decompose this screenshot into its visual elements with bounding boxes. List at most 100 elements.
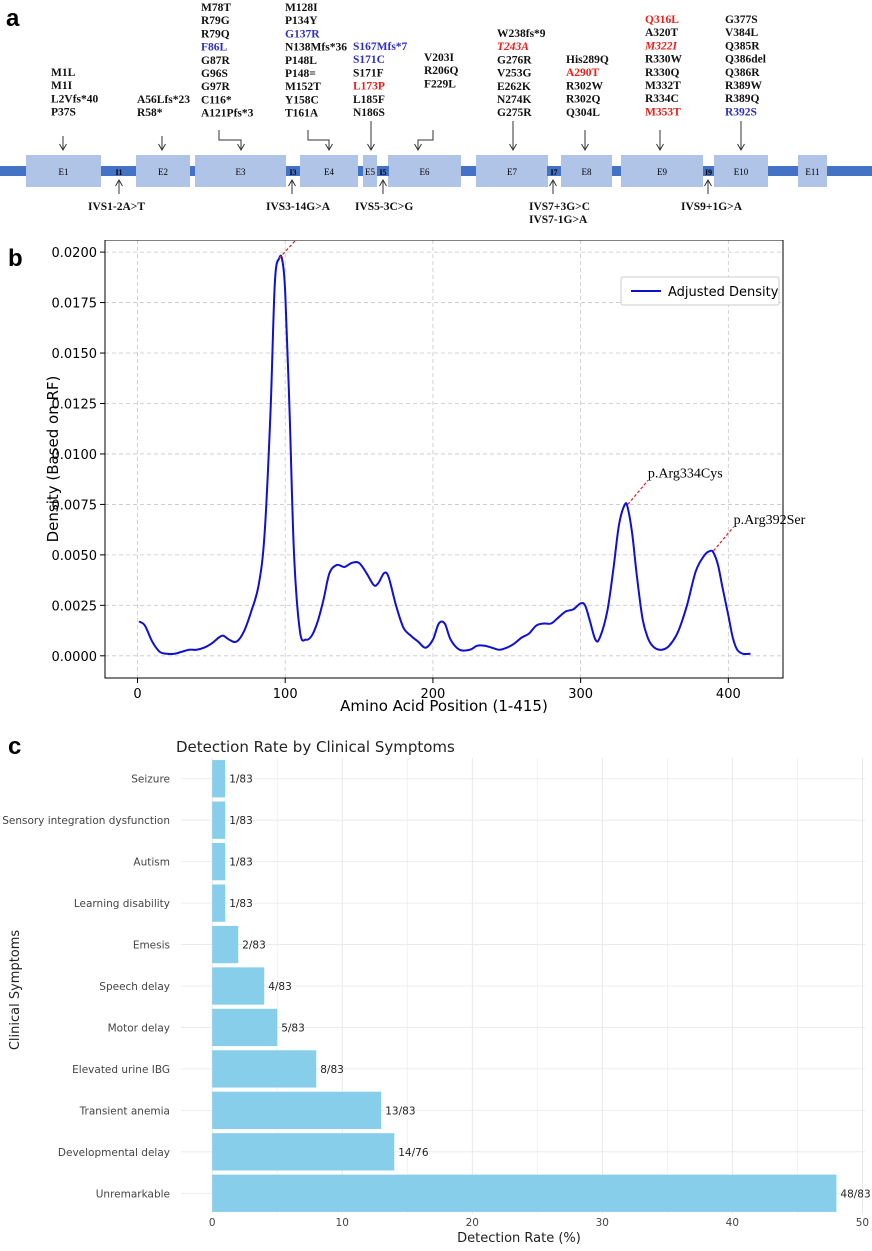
category-label: Motor delay (108, 1022, 170, 1034)
mutation-label: Q386R (725, 67, 760, 79)
mutation-label: A290T (566, 67, 600, 79)
exon-label: E4 (324, 167, 334, 177)
arrow-head (656, 143, 664, 151)
arrow-head (509, 143, 517, 151)
mutation-label: M152T (285, 81, 321, 93)
y-tick-label: 0.0100 (52, 448, 98, 463)
bar-data-label: 8/83 (320, 1064, 344, 1076)
intron-box (547, 166, 561, 176)
mutation-label: G97R (201, 81, 230, 93)
arrow-head (237, 143, 245, 151)
exon-box (561, 155, 612, 187)
exon-label: E7 (507, 167, 517, 177)
arrow-head (367, 143, 375, 151)
arrow-head (737, 143, 745, 151)
mutation-label: N274K (497, 94, 532, 106)
mutation-label: R58* (137, 107, 163, 119)
category-label: Speech delay (99, 981, 170, 993)
y-tick-label: 0.0150 (52, 347, 98, 362)
mutation-label: R389Q (725, 93, 760, 105)
category-label: Autism (133, 857, 170, 869)
bar (212, 801, 226, 839)
intron-label: I5 (379, 168, 386, 177)
mutation-label: A320T (645, 27, 679, 39)
exon-label: E11 (805, 167, 819, 177)
annotation-leader (713, 526, 735, 552)
detection-rate-chart: c Detection Rate by Clinical Symptoms 1/… (2, 733, 871, 1246)
x-tick-label: 100 (273, 687, 298, 702)
mutation-label: Q304L (566, 107, 600, 119)
bar-data-label: 1/83 (229, 815, 253, 827)
mutation-label: R330Q (645, 67, 680, 79)
bar (212, 884, 226, 922)
mutation-label: R79G (201, 15, 230, 27)
exon-box (714, 155, 768, 187)
mutation-label: M332T (645, 80, 681, 92)
arrow-head (414, 143, 422, 151)
bar (212, 1133, 395, 1171)
mutation-label: N138Mfs*36 (285, 42, 347, 54)
splice-label: IVS7+3G>C (529, 201, 590, 213)
mutation-label: F229L (424, 78, 456, 90)
mutation-label: M1L (51, 67, 76, 79)
splice-label: IVS1-2A>T (88, 201, 145, 213)
arrow-head (325, 143, 333, 151)
mutation-label: Q386del (725, 54, 766, 66)
bar-series: 1/83 1/83 1/83 1/83 2/83 4/83 5/83 8/83 13/83 14/… (212, 760, 871, 1212)
mutation-label: M322I (644, 40, 677, 52)
mutation-label: R330W (645, 54, 683, 66)
bar (212, 967, 265, 1005)
exon-label: E1 (59, 167, 69, 177)
exon-label: E10 (734, 167, 749, 177)
mutation-label: R334C (645, 93, 679, 105)
mutation-label: Q385R (725, 40, 760, 52)
mutation-label: P37S (51, 107, 76, 119)
mutation-label: V203I (424, 52, 455, 64)
arrow-head (158, 143, 166, 151)
mutation-label: P148L (285, 55, 317, 67)
mutation-label: R206Q (424, 65, 459, 77)
bar-chart-title: Detection Rate by Clinical Symptoms (176, 738, 455, 756)
mutation-label: A56Lfs*23 (137, 94, 190, 106)
exon-box (300, 155, 358, 187)
intron-label: I1 (115, 168, 122, 177)
bar-data-label: 48/83 (840, 1188, 870, 1200)
category-label: Developmental delay (58, 1147, 170, 1159)
x-tick-label: 10 (336, 1217, 349, 1229)
intron-label: I9 (705, 168, 712, 177)
exon-box (136, 155, 190, 187)
bar (212, 1008, 278, 1047)
bar (212, 1174, 837, 1212)
mutation-label: F86L (201, 42, 228, 54)
mutation-label: G276R (497, 54, 532, 66)
exon-box (476, 155, 548, 187)
density-legend: Adjusted Density (620, 276, 780, 306)
mutation-label: T161A (285, 108, 319, 120)
x-tick-label: 0 (133, 687, 141, 702)
legend-box (620, 276, 780, 306)
arrow-head (549, 179, 557, 187)
mutation-label: G137R (285, 28, 320, 40)
y-tick-label: 0.0125 (52, 397, 98, 412)
x-tick-label: 40 (726, 1217, 739, 1229)
mutation-label: M78T (201, 2, 231, 14)
exon-label: E3 (236, 167, 246, 177)
panel-c-label: c (8, 733, 21, 760)
panel-a-label: a (6, 5, 20, 32)
mutation-label: G87R (201, 55, 230, 67)
annotation-leader (278, 240, 297, 259)
density-y-axis-label: Density (Based on RF) (44, 376, 62, 543)
mutation-label: R392S (725, 106, 757, 118)
mutation-label: A121Pfs*3 (201, 108, 254, 120)
bar-data-label: 1/83 (229, 857, 253, 869)
category-label: Sensory integration dysfunction (2, 815, 170, 827)
mutation-label: G275R (497, 107, 532, 119)
exon-label: E8 (582, 167, 592, 177)
y-tick-label: 0.0075 (52, 498, 98, 513)
bar-y-axis-label: Clinical Symptoms (8, 930, 23, 1051)
peak-annotation: p.Arg334Cys (648, 466, 723, 481)
exon-box (798, 155, 827, 187)
mutation-label: R79Q (201, 28, 230, 40)
splice-label: IVS5-3C>G (355, 201, 413, 213)
mutation-label: G377S (725, 14, 758, 26)
